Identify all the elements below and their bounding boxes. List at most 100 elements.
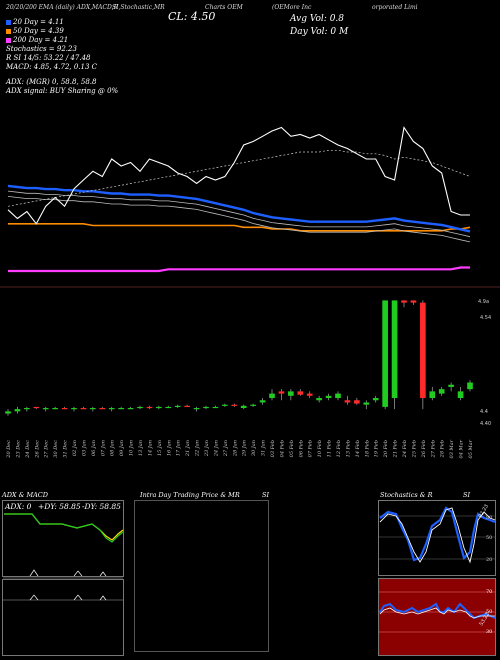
stoch-panel-bg xyxy=(378,500,496,576)
main-price-chart: 20 Dec 23 Dec 24 Dec 26 Dec 27 Dec 30 Dec 31 D… xyxy=(0,126,500,459)
date-tick-label: 08 Jan xyxy=(110,440,116,456)
stoch-white-line xyxy=(379,507,496,564)
date-tick-label: 20 Feb xyxy=(383,440,389,458)
stats-block: 20 Day = 4.11 50 Day = 4.39 200 Day = 4.… xyxy=(6,18,118,96)
candle-body xyxy=(401,300,407,303)
stoch-axis-20: 20 xyxy=(486,557,492,563)
adx-green-line xyxy=(4,513,124,543)
date-tick-label: 31 Dec xyxy=(63,440,69,458)
stoch-blue-line xyxy=(379,506,496,562)
date-tick-label: 11 Feb xyxy=(327,440,333,457)
macd-text: MACD: 4.85, 4.72, 0.13 C xyxy=(6,63,98,71)
date-tick-label: 20 Dec xyxy=(6,440,12,459)
chart-header-line-2: SI,Stochastic,MR xyxy=(112,4,165,11)
date-tick-label: 27 Dec xyxy=(44,440,50,459)
date-tick-label: 26 Feb xyxy=(421,440,427,458)
adx-hump-3 xyxy=(99,571,107,577)
date-axis: 20 Dec 23 Dec 24 Dec 26 Dec 27 Dec 30 Dec 31 D… xyxy=(6,439,474,458)
chart-header-line-3: Charts OEM xyxy=(205,4,243,11)
date-tick-label: 23 Dec xyxy=(15,440,21,459)
rsi-axis-70: 70 xyxy=(486,589,492,595)
ema200-line xyxy=(8,266,470,273)
date-tick-label: 14 Feb xyxy=(355,440,361,457)
candle-body xyxy=(457,391,464,399)
candle-body xyxy=(203,406,209,409)
candle-body xyxy=(316,398,322,401)
adx-hump-2 xyxy=(73,570,83,577)
date-tick-label: 21 Feb xyxy=(393,440,399,458)
date-tick-label: 25 Feb xyxy=(411,440,417,458)
rsi-axis-30: 30 xyxy=(486,629,492,635)
ema20-legend: 20 Day = 4.11 xyxy=(6,18,118,27)
ema50-line xyxy=(8,223,471,232)
candle-body xyxy=(363,402,370,405)
candle-body xyxy=(108,408,115,410)
candle-body xyxy=(52,408,58,410)
date-tick-label: 13 Feb xyxy=(345,440,351,457)
ema-dotted-line xyxy=(7,149,471,207)
candle-body xyxy=(61,408,68,410)
date-tick-label: 04 Feb xyxy=(279,440,285,457)
price-axis-bottom1: 4.4 xyxy=(480,409,488,415)
date-tick-label: 21 Jan xyxy=(185,440,191,457)
stochastics-text: Stochastics = 92.23 xyxy=(6,45,77,53)
ema-grey-line-2 xyxy=(7,190,471,238)
price-line xyxy=(7,126,470,225)
candle-body xyxy=(259,400,266,403)
candle-body xyxy=(127,408,134,410)
intraday-panel-title: Intra Day Trading Price & MR xyxy=(140,491,240,499)
macd-hump-2 xyxy=(73,594,83,601)
intraday-panel-bg xyxy=(134,500,269,652)
chart-header-line-5: orporated Limi xyxy=(372,4,418,11)
date-tick-label: 16 Jan xyxy=(166,440,172,456)
ema20-line xyxy=(7,184,471,233)
adx-label-2: -DY: 58.85 xyxy=(82,502,121,511)
date-tick-label: 05 Feb xyxy=(289,440,295,457)
ema-grey-line-1 xyxy=(7,196,471,243)
adx-label-0: ADX: 0 xyxy=(4,502,32,511)
candle-body xyxy=(71,408,77,410)
candle-body xyxy=(5,411,11,414)
date-tick-label: 24 Feb xyxy=(402,440,408,458)
candle-body xyxy=(99,408,106,410)
candle-body xyxy=(269,393,275,399)
macd-panel-bg xyxy=(2,579,124,656)
date-tick-label: 22 Jan xyxy=(195,440,201,457)
chart-header-line-4: (OEMore Inc xyxy=(272,4,311,11)
date-tick-label: 28 Feb xyxy=(440,440,446,458)
date-tick-label: 12 Feb xyxy=(336,440,342,457)
candle-body xyxy=(24,408,30,410)
date-tick-label: 27 Feb xyxy=(430,440,436,458)
header-part-1: 20/20/200 EMA (daily) ADX,MACD,R xyxy=(6,4,119,11)
candle-body xyxy=(118,408,124,410)
rsi-white-line xyxy=(379,607,495,619)
candle-body xyxy=(448,384,454,387)
candle-body xyxy=(146,406,153,409)
date-tick-label: 07 Jan xyxy=(100,440,106,456)
ema50-swatch xyxy=(6,28,11,34)
date-tick-label: 15 Jan xyxy=(157,440,163,456)
candle-body xyxy=(193,408,200,410)
date-tick-label: 09 Jan xyxy=(119,440,125,456)
candle-body xyxy=(325,395,332,399)
candle-body xyxy=(429,391,436,399)
candle-body xyxy=(335,393,341,399)
date-tick-label: 29 Jan xyxy=(242,440,248,457)
day-volume-label: Day Vol: 0 M xyxy=(290,27,349,37)
date-tick-label: 04 Mar xyxy=(459,439,465,458)
candle-body xyxy=(372,398,379,401)
candle-body xyxy=(438,389,445,394)
adx-panel-bg xyxy=(2,500,124,577)
date-tick-label: 06 Feb xyxy=(298,440,304,457)
candle-body xyxy=(306,393,313,396)
candle-body xyxy=(165,406,172,409)
date-tick-label: 10 Jan xyxy=(129,440,135,456)
date-tick-label: 26 Dec xyxy=(34,440,40,459)
ema200-swatch xyxy=(6,37,11,43)
candle-body xyxy=(344,400,351,403)
adx-macd-panel-title: ADX & MACD xyxy=(2,491,48,499)
candle-body xyxy=(410,300,417,303)
ema200-text: 200 Day = 4.21 xyxy=(13,36,69,44)
macd-hump-3 xyxy=(99,595,107,601)
candle-body xyxy=(297,391,304,395)
